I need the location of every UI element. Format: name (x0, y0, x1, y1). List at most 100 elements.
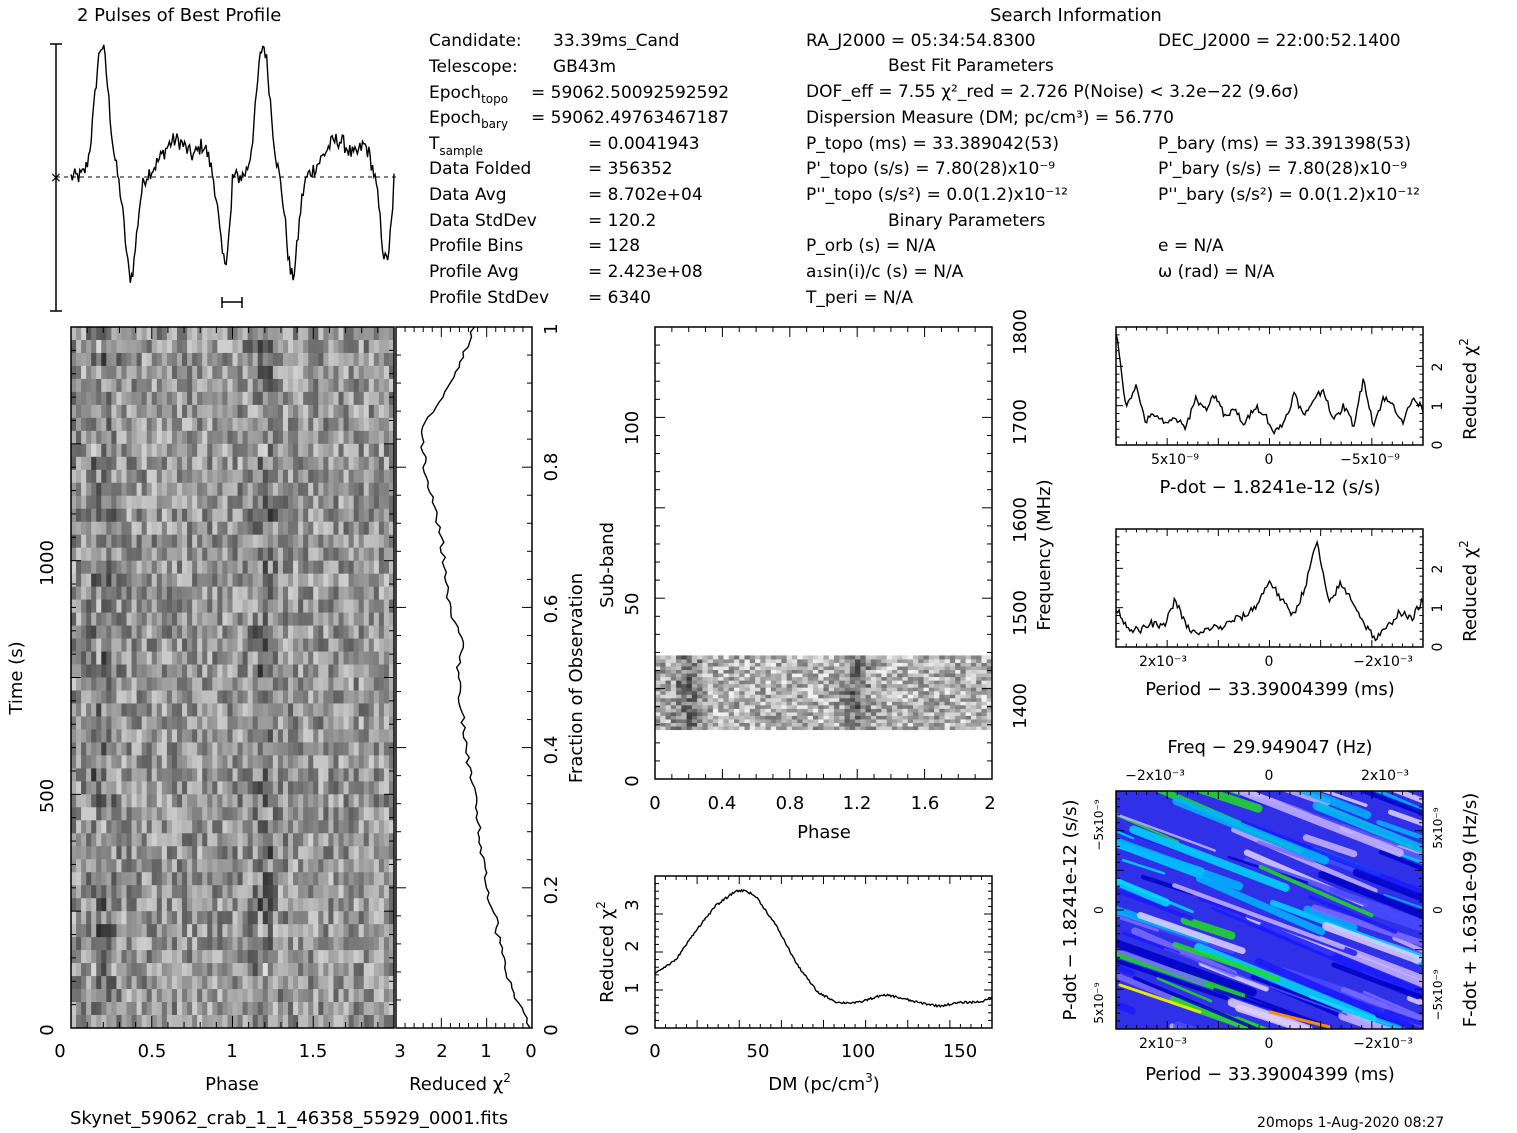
sb-cell (839, 715, 846, 720)
sb-cell (807, 687, 814, 692)
sb-cell (870, 690, 877, 695)
tp-cell (166, 885, 173, 899)
sb-cell (718, 697, 724, 702)
tp-cell (176, 859, 183, 873)
tp-cell (71, 729, 77, 744)
tp-cell (136, 443, 143, 458)
tp-cell (252, 443, 259, 458)
tp-cell (323, 456, 329, 471)
tp-cell (126, 781, 133, 795)
tp-cell (318, 690, 324, 705)
tp-cell (136, 768, 143, 782)
sb-cell (849, 666, 856, 671)
tp-cell (338, 859, 345, 873)
tp-cell (237, 781, 244, 795)
tp-cell (348, 417, 355, 432)
tp-cell (207, 482, 213, 497)
sb-cell (712, 715, 719, 720)
tp-cell (161, 352, 168, 367)
tp-cell (91, 859, 97, 873)
tp-cell (288, 846, 294, 860)
tp-cell (192, 378, 198, 393)
tp-cell (76, 755, 82, 769)
tp-cell (141, 599, 148, 614)
tp-cell (166, 846, 173, 860)
sb-cell (802, 680, 809, 685)
tp-cell (363, 677, 370, 692)
tp-cell (298, 599, 304, 614)
tp-cell (101, 469, 107, 484)
tp-cell (378, 456, 385, 471)
sb-cell (934, 697, 940, 702)
sb-cell (855, 694, 861, 699)
tp-cell (242, 638, 249, 653)
tp-cell (116, 651, 123, 666)
tp-cell (363, 872, 370, 886)
tp-cell (303, 404, 309, 419)
sb-cell (839, 694, 846, 699)
tp-cell (126, 404, 133, 419)
tp-cell (257, 898, 264, 912)
tp-cell (131, 807, 138, 821)
tp-cell (267, 781, 274, 795)
tp-cell (76, 443, 82, 458)
tp-cell (343, 612, 350, 627)
tp-cell (121, 729, 128, 744)
tp-cell (101, 625, 107, 640)
sb-cell (718, 662, 724, 667)
tp-cell (237, 716, 244, 731)
tp-cell (288, 729, 294, 744)
tp-cell (363, 989, 370, 1003)
tp-cell (182, 521, 188, 536)
tp-cell (363, 781, 370, 795)
tp-cell (232, 560, 239, 575)
tp-cell (141, 339, 148, 354)
sb-cell (913, 666, 919, 671)
tp-cell (202, 651, 208, 666)
sb-cell (855, 722, 861, 727)
sb-cell (718, 708, 724, 713)
tp-cell (353, 625, 360, 640)
tp-cell (212, 846, 218, 860)
tp-cell (298, 365, 304, 380)
tp-cell (323, 534, 329, 549)
tp-cell (76, 391, 82, 406)
tp-cell (368, 885, 375, 899)
tp-cell (111, 469, 118, 484)
tp-cell (121, 521, 128, 536)
tp-cell (237, 456, 244, 471)
tp-cell (388, 417, 394, 432)
tp-cell (101, 482, 107, 497)
tp-cell (328, 521, 335, 536)
sb-cell (886, 680, 893, 685)
sb-cell (681, 697, 688, 702)
sb-cell (823, 666, 830, 671)
tp-cell (338, 716, 345, 731)
tp-cell (323, 1015, 329, 1028)
sb-cell (923, 694, 930, 699)
tp-cell (338, 1002, 345, 1016)
sb-cell (913, 722, 919, 727)
tp-cell (237, 352, 244, 367)
tp-cell (91, 327, 97, 341)
tp-cell (197, 924, 203, 938)
tp-cell (156, 1015, 163, 1028)
tp-cell (378, 547, 385, 562)
sb-cell (855, 708, 861, 713)
tp-cell (121, 898, 128, 912)
tp-cell (71, 859, 77, 873)
tp-cell (171, 482, 178, 497)
info-value-data-stddev: = 120.2 (588, 211, 656, 231)
sb-cell (913, 711, 919, 716)
sb-cell (886, 711, 893, 716)
tp-cell (277, 924, 284, 938)
sb-cell (865, 673, 872, 678)
sb-cell (970, 704, 977, 709)
sb-cell (823, 683, 830, 688)
tp-cell (202, 625, 208, 640)
tp-cell (136, 794, 143, 808)
tp-cell (222, 924, 229, 938)
tp-cell (333, 924, 340, 938)
tp-cell (222, 547, 229, 562)
tp-cell (141, 885, 148, 899)
